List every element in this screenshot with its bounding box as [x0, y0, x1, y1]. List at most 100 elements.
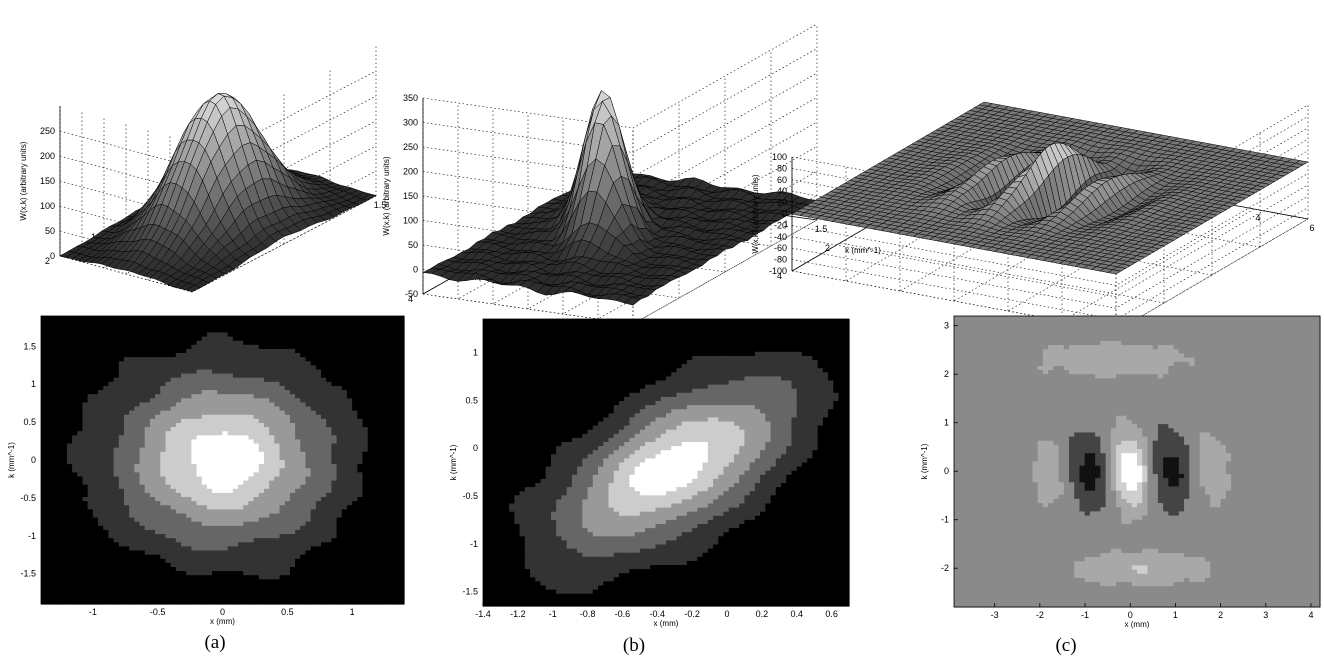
contour-cell [51, 324, 58, 329]
contour-cell [134, 497, 141, 502]
contour-cell [139, 472, 146, 478]
contour-cell [155, 554, 161, 560]
contour-cell [82, 377, 89, 383]
contour-cell [181, 521, 187, 527]
contour-cell [56, 480, 63, 486]
contour-cell [108, 517, 115, 523]
contour-cell [118, 344, 125, 350]
contour-cell [155, 571, 161, 576]
contour-cell [118, 394, 125, 399]
contour-cell [144, 488, 151, 494]
contour-cell [108, 394, 115, 399]
contour-cell [196, 328, 203, 334]
contour-cell [61, 406, 68, 412]
contour-cell [41, 328, 47, 334]
contour-cell [118, 472, 125, 478]
x-tick-label: 1.5 [815, 224, 828, 234]
contour-cell [165, 320, 172, 325]
contour-cell [51, 427, 58, 432]
contour-cell [61, 460, 68, 465]
contour-cell [134, 353, 141, 358]
contour-cell [165, 529, 172, 535]
contour-cell [160, 468, 167, 473]
contour-cell [144, 385, 151, 391]
contour-cell [87, 525, 94, 531]
contour-cell [181, 558, 187, 564]
contour-cell [144, 554, 151, 560]
contour-cell [129, 488, 135, 494]
contour-cell [46, 451, 52, 457]
contour-cell [155, 431, 161, 436]
contour-cell [139, 361, 146, 366]
contour-cell [160, 353, 167, 358]
contour-cell [144, 525, 151, 531]
contour-cell [144, 571, 151, 576]
contour-cell [61, 484, 68, 490]
contour-cell [108, 381, 115, 387]
contour-cell [72, 460, 78, 465]
contour-cell [103, 390, 110, 395]
contour-cell [155, 534, 161, 539]
contour-cell [46, 361, 52, 366]
contour-cell [77, 373, 84, 379]
contour-cell [196, 390, 203, 395]
contour-cell [92, 591, 99, 597]
contour-cell [66, 451, 73, 457]
contour-cell [170, 534, 177, 539]
z-tick-label: -20 [774, 220, 787, 230]
contour-cell [92, 542, 99, 547]
contour-cell [123, 316, 130, 321]
contour-cell [66, 595, 73, 601]
contour-cell [41, 505, 47, 510]
contour-cell [155, 357, 161, 362]
contour-cell [186, 595, 192, 601]
contour-cell [196, 427, 203, 432]
contour-cell [98, 328, 104, 334]
contour-cell [118, 316, 125, 321]
contour-cell [118, 529, 125, 535]
contour-cell [181, 464, 187, 469]
contour-cell [160, 398, 167, 403]
contour-cell [92, 402, 99, 408]
contour-cell [129, 369, 135, 375]
contour-cell [160, 422, 167, 428]
contour-cell [61, 476, 68, 482]
contour-cell [87, 336, 94, 342]
contour-cell [82, 451, 89, 457]
contour-cell [61, 558, 68, 564]
contour-cell [123, 550, 130, 556]
contour-cell [139, 566, 146, 572]
contour-cell [108, 443, 115, 449]
contour-cell [103, 546, 110, 552]
contour-cell [191, 439, 198, 445]
contour-cell [160, 344, 167, 350]
x-tick-label: 1.5 [374, 200, 387, 210]
contour-cell [92, 369, 99, 375]
contour-cell [170, 427, 177, 432]
contour-cell [51, 538, 58, 543]
contour-cell [155, 538, 161, 543]
contour-cell [123, 361, 130, 366]
contour-cell [61, 336, 68, 342]
contour-cell [160, 464, 167, 469]
contour-cell [129, 348, 135, 354]
contour-cell [98, 373, 104, 379]
contour-cell [160, 488, 167, 494]
contour-cell [165, 566, 172, 572]
contour-cell [113, 595, 120, 601]
contour-cell [82, 587, 89, 593]
contour-cell [160, 381, 167, 387]
contour-cell [175, 373, 182, 379]
contour-cell [129, 583, 135, 589]
contour-cell [134, 571, 141, 576]
contour-cell [155, 575, 161, 580]
contour-cell [160, 550, 167, 556]
contour-cell [118, 513, 125, 519]
contour-cell [41, 443, 47, 449]
contour-cell [186, 509, 192, 515]
contour-cell [98, 488, 104, 494]
contour-cell [56, 554, 63, 560]
contour-cell [181, 484, 187, 490]
contour-cell [61, 542, 68, 547]
contour-cell [87, 509, 94, 515]
